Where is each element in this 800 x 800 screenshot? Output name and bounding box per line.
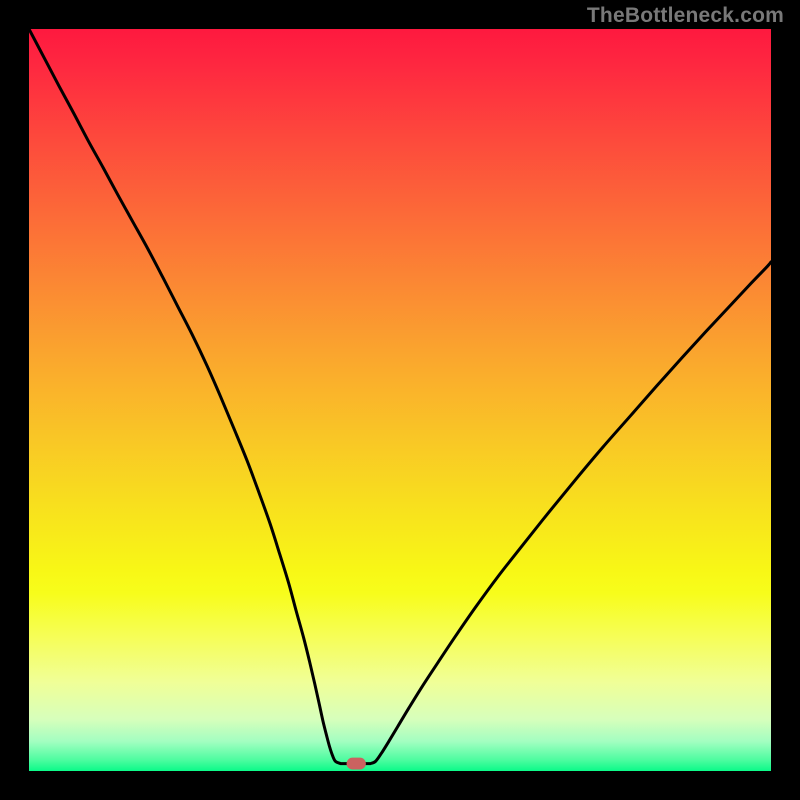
- watermark-text: TheBottleneck.com: [587, 4, 784, 28]
- bottleneck-chart: [29, 29, 771, 771]
- optimal-point-marker: [347, 758, 366, 770]
- chart-background: [29, 29, 771, 771]
- chart-frame: TheBottleneck.com: [0, 0, 800, 800]
